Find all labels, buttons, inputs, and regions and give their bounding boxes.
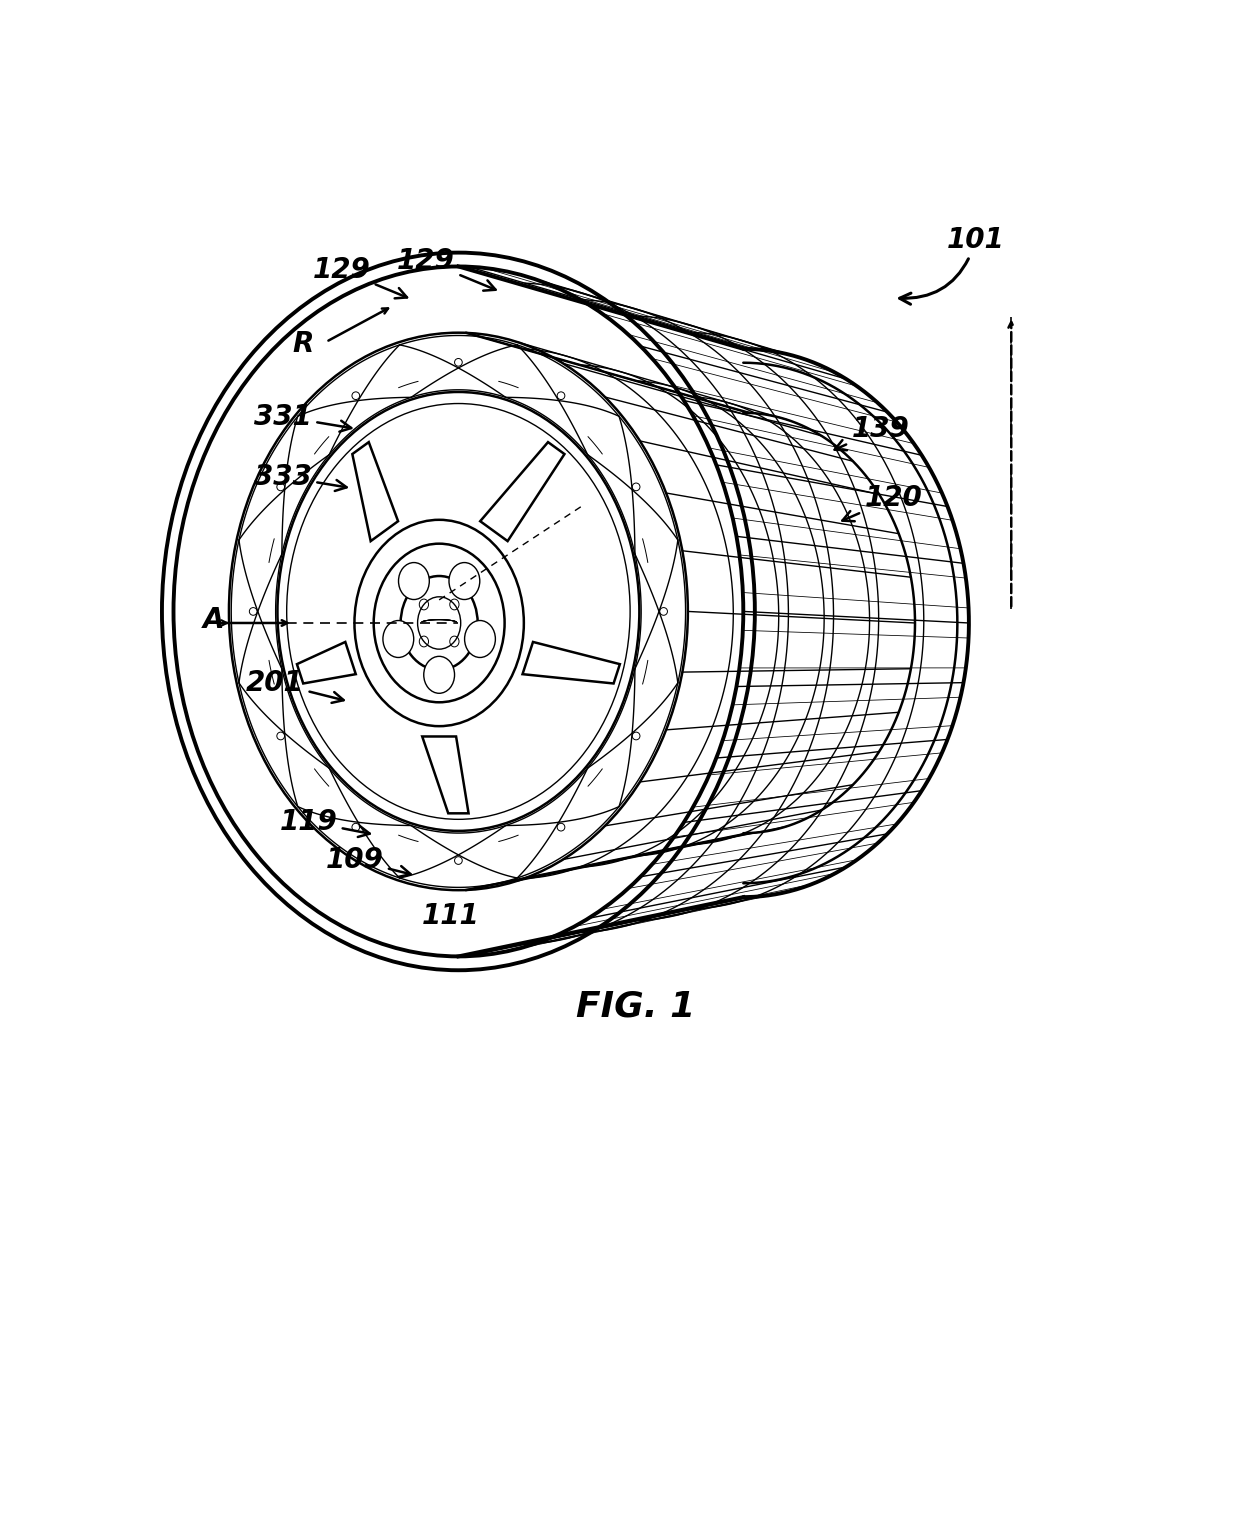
Circle shape [277, 732, 284, 739]
Circle shape [277, 483, 284, 491]
Ellipse shape [465, 621, 496, 658]
Ellipse shape [355, 520, 523, 726]
Circle shape [557, 391, 565, 399]
Ellipse shape [424, 657, 455, 693]
Polygon shape [522, 641, 620, 684]
Text: 111: 111 [422, 902, 480, 930]
Circle shape [557, 824, 565, 831]
Text: 101: 101 [900, 225, 1004, 304]
Text: R: R [293, 330, 314, 359]
Polygon shape [480, 442, 564, 542]
Text: 333: 333 [254, 463, 347, 491]
Text: 331: 331 [254, 402, 351, 431]
Ellipse shape [383, 621, 414, 658]
Text: 139: 139 [835, 414, 909, 449]
Circle shape [455, 856, 463, 864]
Text: 119: 119 [279, 807, 370, 838]
Ellipse shape [398, 563, 429, 600]
Ellipse shape [449, 563, 480, 600]
Text: 109: 109 [326, 847, 410, 877]
Circle shape [249, 607, 257, 615]
Polygon shape [296, 641, 356, 684]
Text: 120: 120 [842, 485, 923, 522]
Text: A: A [203, 606, 224, 634]
Circle shape [455, 359, 463, 367]
Circle shape [632, 483, 640, 491]
Circle shape [660, 607, 667, 615]
Text: FIG. 1: FIG. 1 [575, 989, 696, 1023]
Polygon shape [422, 736, 469, 813]
Circle shape [352, 391, 360, 399]
Polygon shape [352, 442, 398, 542]
Circle shape [632, 732, 640, 739]
Circle shape [352, 824, 360, 831]
Ellipse shape [401, 575, 477, 670]
Text: 129: 129 [312, 256, 407, 298]
Text: 129: 129 [397, 247, 496, 290]
Text: 201: 201 [247, 669, 343, 703]
